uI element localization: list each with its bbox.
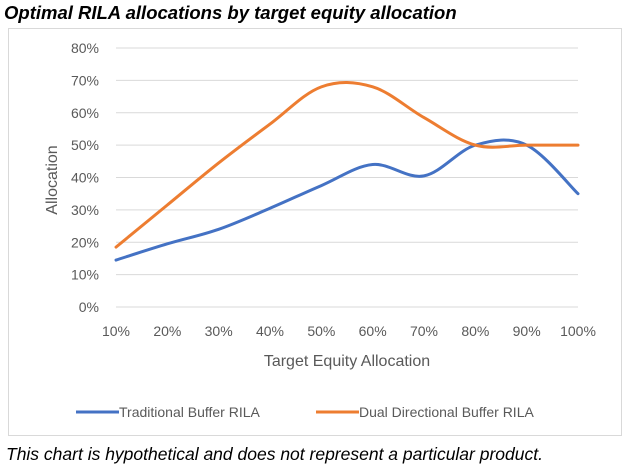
- x-tick-label: 30%: [205, 323, 233, 339]
- x-tick-label: 40%: [256, 323, 284, 339]
- y-tick-label: 20%: [71, 234, 99, 250]
- chart-frame: [8, 28, 622, 436]
- y-tick-label: 70%: [71, 72, 99, 88]
- y-tick-label: 40%: [71, 170, 99, 186]
- series-line-2: [114, 81, 580, 249]
- y-tick-label: 60%: [71, 105, 99, 121]
- legend-label: Dual Directional Buffer RILA: [359, 404, 534, 420]
- x-tick-label: 60%: [359, 323, 387, 339]
- x-tick-label: 90%: [513, 323, 541, 339]
- y-tick-label: 10%: [71, 267, 99, 283]
- y-axis-title: Allocation: [44, 145, 61, 214]
- series-line-1: [114, 138, 580, 262]
- chart-title: Optimal RILA allocations by target equit…: [4, 2, 457, 23]
- x-axis-title: Target Equity Allocation: [264, 353, 430, 370]
- x-tick-label: 10%: [102, 323, 130, 339]
- x-tick-label: 80%: [461, 323, 489, 339]
- x-tick-label: 50%: [307, 323, 335, 339]
- x-tick-label: 20%: [153, 323, 181, 339]
- legend-label: Traditional Buffer RILA: [119, 404, 261, 420]
- x-tick-label: 100%: [560, 323, 596, 339]
- x-tick-label: 70%: [410, 323, 438, 339]
- footnote: This chart is hypothetical and does not …: [6, 444, 543, 464]
- y-tick-label: 50%: [71, 137, 99, 153]
- y-tick-label: 0%: [79, 299, 99, 315]
- y-tick-label: 30%: [71, 202, 99, 218]
- y-tick-label: 80%: [71, 40, 99, 56]
